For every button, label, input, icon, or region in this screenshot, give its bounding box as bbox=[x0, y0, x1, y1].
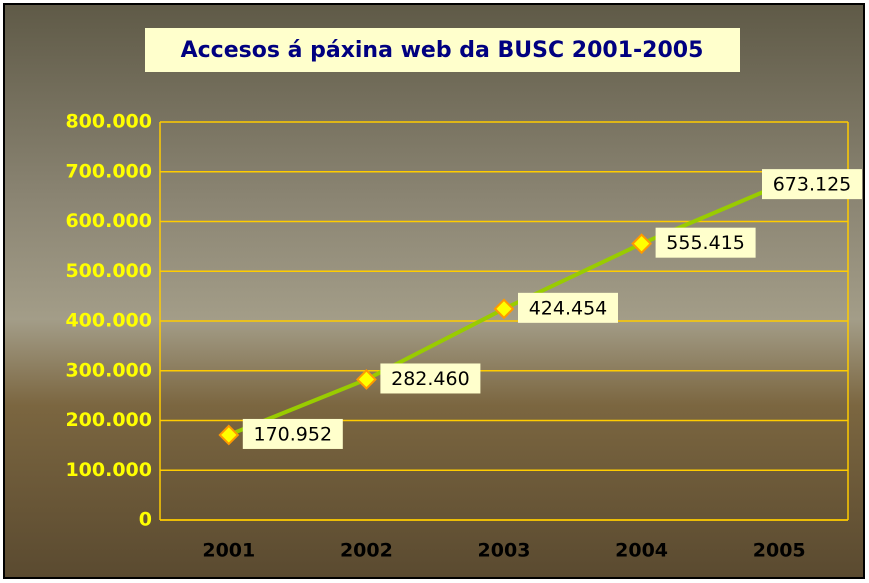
y-tick-label: 0 bbox=[139, 509, 152, 531]
y-tick-label: 300.000 bbox=[65, 359, 152, 381]
y-tick-label: 100.000 bbox=[65, 459, 152, 481]
y-tick-label: 200.000 bbox=[65, 409, 152, 431]
value-label: 555.415 bbox=[666, 232, 745, 254]
x-tick-label: 2005 bbox=[753, 540, 806, 562]
y-tick-label: 800.000 bbox=[65, 111, 152, 133]
y-tick-label: 400.000 bbox=[65, 310, 152, 332]
chart: Accesos á páxina web da BUSC 2001-2005 0… bbox=[0, 0, 869, 583]
value-label: 170.952 bbox=[254, 423, 333, 445]
y-tick-label: 700.000 bbox=[65, 160, 152, 182]
background bbox=[4, 4, 864, 578]
chart-title: Accesos á páxina web da BUSC 2001-2005 bbox=[181, 38, 704, 63]
y-tick-label: 600.000 bbox=[65, 210, 152, 232]
x-tick-label: 2002 bbox=[340, 540, 393, 562]
value-label: 673.125 bbox=[773, 174, 852, 196]
value-label: 282.460 bbox=[391, 368, 470, 390]
x-tick-label: 2001 bbox=[202, 540, 255, 562]
value-label: 424.454 bbox=[529, 297, 608, 319]
x-tick-label: 2003 bbox=[478, 540, 531, 562]
y-tick-label: 500.000 bbox=[65, 260, 152, 282]
x-tick-label: 2004 bbox=[615, 540, 668, 562]
